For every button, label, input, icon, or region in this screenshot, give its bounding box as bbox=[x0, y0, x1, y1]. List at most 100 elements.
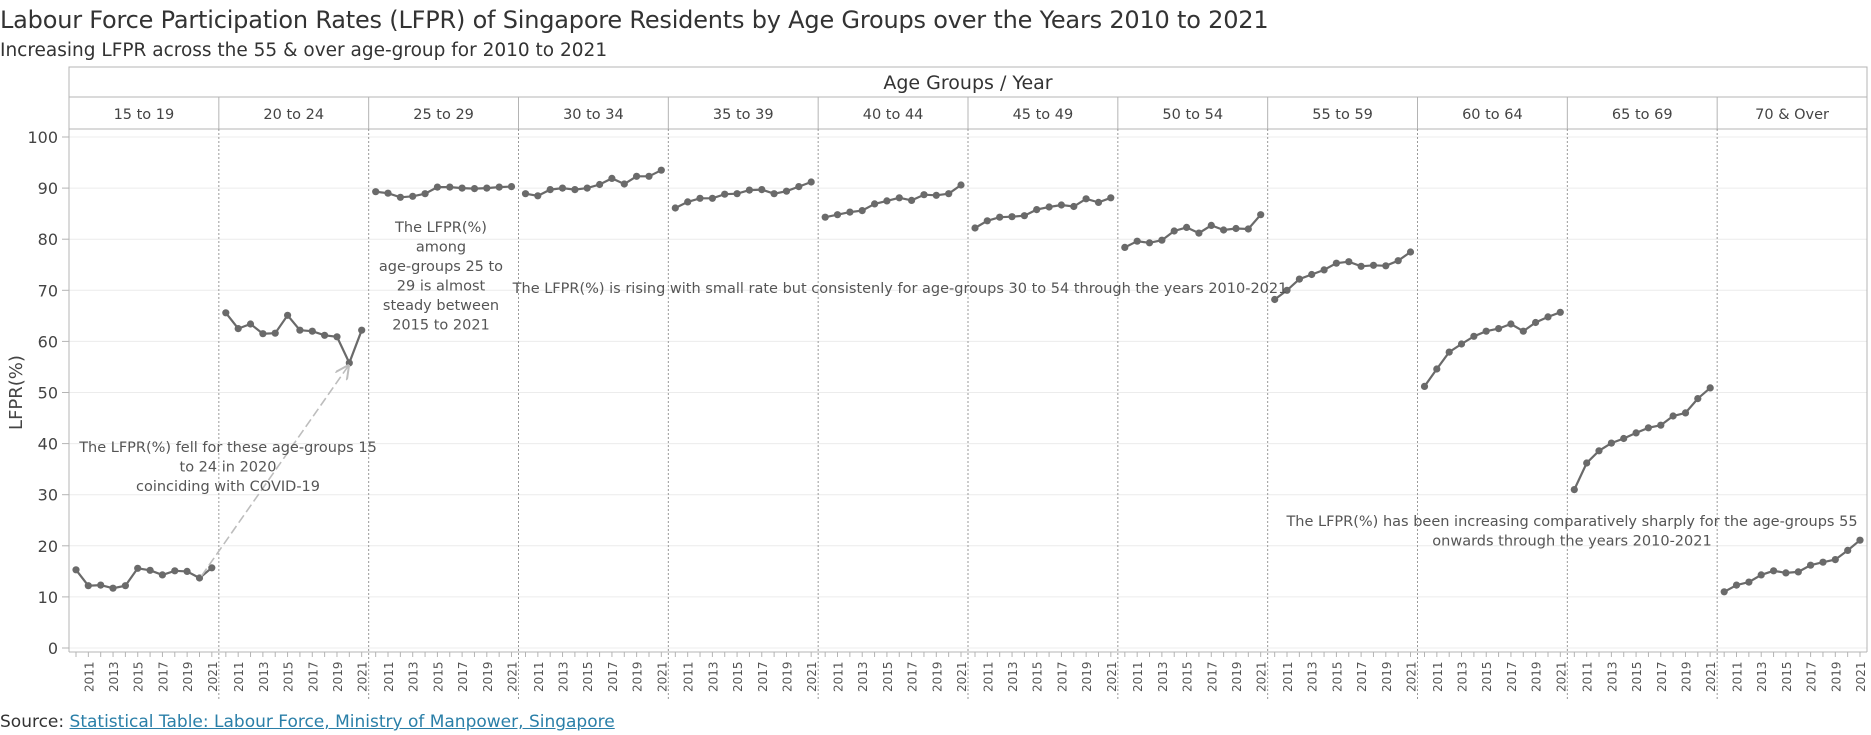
data-point bbox=[1482, 327, 1490, 335]
x-tick-label: 2011 bbox=[1731, 661, 1745, 692]
data-point bbox=[433, 183, 441, 191]
data-point bbox=[596, 180, 604, 189]
data-point bbox=[308, 327, 316, 335]
data-point bbox=[1133, 237, 1141, 245]
data-point bbox=[372, 188, 380, 196]
data-point bbox=[284, 311, 292, 319]
data-point bbox=[271, 329, 279, 337]
data-point bbox=[1033, 206, 1041, 214]
data-point bbox=[1720, 588, 1728, 596]
data-point bbox=[1271, 295, 1279, 304]
data-point bbox=[1620, 434, 1628, 443]
panel-header-label: 45 to 49 bbox=[1013, 107, 1074, 123]
data-point bbox=[345, 359, 353, 367]
data-point bbox=[1632, 429, 1640, 437]
data-point bbox=[1308, 270, 1316, 279]
series-line bbox=[1573, 387, 1711, 491]
data-point bbox=[1732, 581, 1741, 589]
x-tick-label: 2013 bbox=[1006, 661, 1020, 692]
x-tick-label: 2013 bbox=[107, 661, 121, 692]
x-tick-label: 2019 bbox=[481, 661, 495, 692]
y-tick-label: 30 bbox=[38, 486, 58, 505]
panel-header-label: 40 to 44 bbox=[863, 107, 924, 123]
data-point bbox=[1507, 320, 1515, 328]
data-point bbox=[846, 208, 854, 216]
x-tick-label: 2015 bbox=[1780, 661, 1794, 692]
data-point bbox=[1332, 259, 1340, 267]
y-tick-label: 50 bbox=[38, 384, 58, 403]
data-point bbox=[1782, 569, 1790, 577]
annotation-text: 2015 to 2021 bbox=[392, 318, 490, 334]
data-point bbox=[296, 326, 304, 334]
data-point bbox=[1770, 567, 1778, 575]
x-tick-label: 2019 bbox=[930, 661, 944, 692]
series-line bbox=[824, 184, 962, 219]
annotation-text: 29 is almost bbox=[397, 279, 486, 295]
x-tick-label: 2017 bbox=[756, 661, 770, 692]
data-point bbox=[1232, 224, 1240, 233]
x-tick-label: 2015 bbox=[581, 661, 595, 692]
data-point bbox=[195, 574, 204, 582]
data-point bbox=[1295, 275, 1303, 283]
data-point bbox=[633, 172, 641, 180]
annotation-text: The LFPR(%) is rising with small rate bu… bbox=[512, 281, 1288, 297]
data-point bbox=[1595, 447, 1603, 455]
data-point bbox=[1008, 213, 1016, 221]
panel-header-label: 55 to 59 bbox=[1312, 107, 1373, 123]
data-point bbox=[208, 564, 216, 572]
x-tick-label: 2015 bbox=[1330, 661, 1344, 692]
panel-header-label: 70 & Over bbox=[1755, 107, 1829, 123]
x-tick-label: 2013 bbox=[1605, 661, 1619, 692]
x-tick-label: 2015 bbox=[1181, 661, 1195, 692]
x-tick-label: 2019 bbox=[1679, 661, 1693, 692]
panel-header-label: 65 to 69 bbox=[1612, 107, 1673, 123]
x-tick-label: 2017 bbox=[456, 661, 470, 692]
annotation-text: The LFPR(%) fell for these age-groups 15 bbox=[78, 440, 377, 456]
chart-subtitle: Increasing LFPR across the 55 & over age… bbox=[0, 40, 608, 61]
data-point bbox=[1220, 226, 1228, 234]
data-point bbox=[908, 196, 916, 204]
y-tick-label: 20 bbox=[38, 537, 58, 556]
data-point bbox=[333, 333, 341, 341]
x-tick-label: 2015 bbox=[431, 661, 445, 692]
x-tick-label: 2015 bbox=[881, 661, 895, 692]
x-tick-label: 2011 bbox=[82, 661, 96, 692]
x-tick-label: 2013 bbox=[1306, 661, 1320, 692]
data-point bbox=[1745, 578, 1753, 586]
panel-header-label: 20 to 24 bbox=[263, 107, 324, 123]
x-tick-label: 2015 bbox=[1031, 661, 1045, 692]
data-point bbox=[1207, 221, 1215, 229]
data-point bbox=[1345, 258, 1353, 266]
data-point bbox=[1556, 308, 1564, 316]
x-tick-label: 2019 bbox=[181, 661, 195, 692]
annotation-text: to 24 in 2020 bbox=[180, 460, 277, 476]
series-line bbox=[1124, 213, 1262, 249]
data-point bbox=[121, 582, 129, 590]
data-point bbox=[1669, 412, 1677, 420]
x-tick-label: 2019 bbox=[1080, 661, 1094, 692]
series-line bbox=[674, 180, 812, 209]
panel-header-label: 15 to 19 bbox=[114, 107, 175, 123]
data-point bbox=[684, 198, 692, 206]
data-point bbox=[1694, 395, 1702, 403]
x-tick-label: 2019 bbox=[331, 661, 345, 692]
data-point bbox=[222, 309, 230, 317]
source-link[interactable]: Statistical Table: Labour Force, Ministr… bbox=[69, 712, 615, 732]
data-point bbox=[657, 166, 665, 174]
data-point bbox=[234, 325, 242, 333]
data-point bbox=[97, 581, 105, 589]
y-tick-label: 70 bbox=[38, 281, 58, 300]
x-tick-label: 2011 bbox=[832, 661, 846, 692]
data-point bbox=[1070, 202, 1078, 211]
x-tick-label: 2021 bbox=[356, 661, 370, 692]
source-note: Source: Statistical Table: Labour Force,… bbox=[0, 712, 615, 732]
x-tick-label: 2021 bbox=[1554, 661, 1568, 692]
data-point bbox=[920, 191, 928, 199]
x-tick-label: 2019 bbox=[1230, 661, 1244, 692]
data-point bbox=[384, 189, 392, 197]
x-tick-label: 2013 bbox=[706, 661, 720, 692]
y-tick-label: 60 bbox=[38, 332, 58, 351]
x-tick-label: 2011 bbox=[232, 661, 246, 692]
data-point bbox=[971, 224, 979, 232]
x-tick-label: 2015 bbox=[1630, 661, 1644, 692]
